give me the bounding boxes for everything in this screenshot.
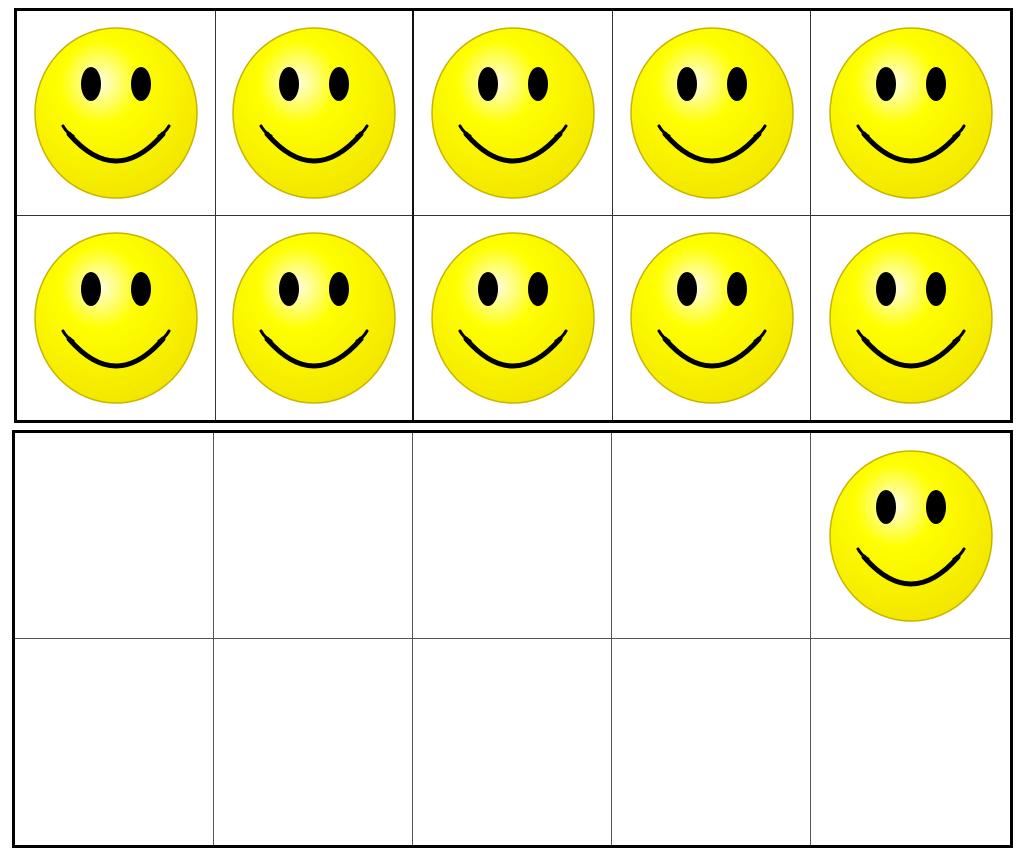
smiley-face-icon [629,232,794,404]
smiley-face-icon [34,232,198,404]
ten-frame-bottom [12,430,1013,848]
ten-frame-cell-filled [17,215,216,420]
smiley-face-icon [431,232,595,404]
ten-frame-cell-empty [612,433,811,639]
ten-frame-cell-empty [214,433,413,639]
ten-frame-cell-empty [15,639,214,845]
smiley-face-icon [629,27,794,199]
smiley-face-icon [232,232,396,404]
ten-frame-cell-filled [612,11,812,216]
ten-frame-cell-filled [216,215,415,420]
ten-frame-cell-empty [413,433,612,639]
ten-frame-cell-filled [811,216,1010,421]
smiley-face-icon [828,27,993,199]
ten-frame-cell-filled [811,11,1010,216]
ten-frame-cell-empty [811,639,1010,845]
smiley-face-icon [232,27,396,199]
ten-frame-cell-empty [15,433,214,639]
ten-frame-cell-filled [613,215,812,420]
ten-frame-cell-filled [811,433,1010,639]
smiley-face-icon [34,27,198,199]
smiley-face-icon [828,232,993,404]
ten-frame-cell-filled [17,11,216,216]
ten-frame-cell-filled [215,11,415,216]
smiley-face-icon [828,449,993,622]
smiley-face-icon [431,27,595,199]
ten-frame-cell-empty [612,639,811,845]
ten-frame-cell-empty [214,639,413,845]
ten-frame-cell-filled [414,215,613,420]
ten-frame-cell-empty [413,639,612,845]
ten-frame-top [14,8,1013,423]
ten-frame-cell-filled [414,11,613,216]
